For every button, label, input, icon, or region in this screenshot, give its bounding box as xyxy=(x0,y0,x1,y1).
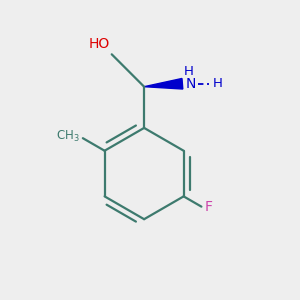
Polygon shape xyxy=(144,79,183,89)
Text: H: H xyxy=(212,77,222,90)
Text: N: N xyxy=(186,77,196,91)
Text: F: F xyxy=(204,200,212,214)
Text: HO: HO xyxy=(89,38,110,51)
Text: CH$_3$: CH$_3$ xyxy=(56,129,79,144)
Text: H: H xyxy=(183,65,193,78)
